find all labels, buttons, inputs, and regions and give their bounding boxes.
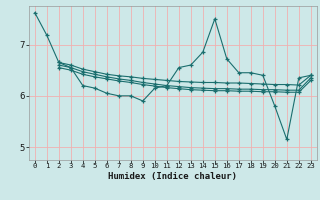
X-axis label: Humidex (Indice chaleur): Humidex (Indice chaleur): [108, 172, 237, 181]
